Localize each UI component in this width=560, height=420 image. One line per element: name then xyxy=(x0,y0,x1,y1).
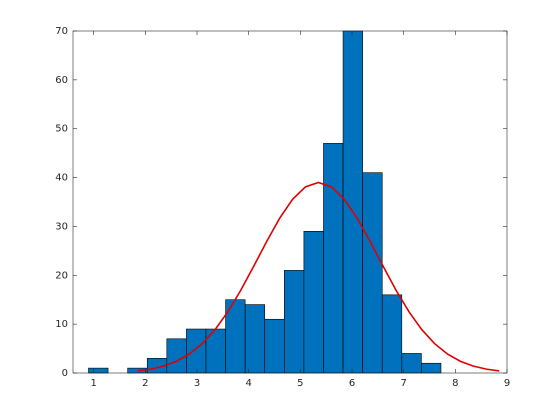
bar xyxy=(421,362,442,374)
x-tick-label: 2 xyxy=(142,378,148,389)
x-tick-label: 3 xyxy=(194,378,200,389)
y-tick-label: 10 xyxy=(55,319,68,330)
x-tick-label: 9 xyxy=(504,378,510,389)
y-tick-label: 60 xyxy=(55,75,68,86)
bar xyxy=(401,353,422,374)
x-tick-label: 5 xyxy=(297,378,303,389)
axes-box xyxy=(72,30,508,374)
y-tick-label: 0 xyxy=(62,368,68,379)
y-tick-label: 50 xyxy=(55,124,68,135)
bar xyxy=(166,338,187,374)
bar xyxy=(244,304,266,374)
bar xyxy=(303,231,324,374)
y-tick-label: 40 xyxy=(55,173,68,184)
fit-line xyxy=(137,181,500,372)
y-tick-label: 70 xyxy=(55,26,68,37)
bar xyxy=(186,328,207,374)
x-tick-label: 7 xyxy=(400,378,406,389)
x-tick-label: 8 xyxy=(452,378,458,389)
x-tick-label: 4 xyxy=(245,378,251,389)
bar xyxy=(362,172,383,374)
y-tick-label: 30 xyxy=(55,221,68,232)
x-tick-label: 1 xyxy=(90,378,96,389)
bar xyxy=(381,294,403,374)
x-tick-label: 6 xyxy=(349,378,355,389)
bar xyxy=(88,367,109,374)
y-tick-label: 20 xyxy=(55,270,68,281)
bar xyxy=(284,270,305,374)
bar xyxy=(323,143,344,374)
bar xyxy=(264,318,285,374)
